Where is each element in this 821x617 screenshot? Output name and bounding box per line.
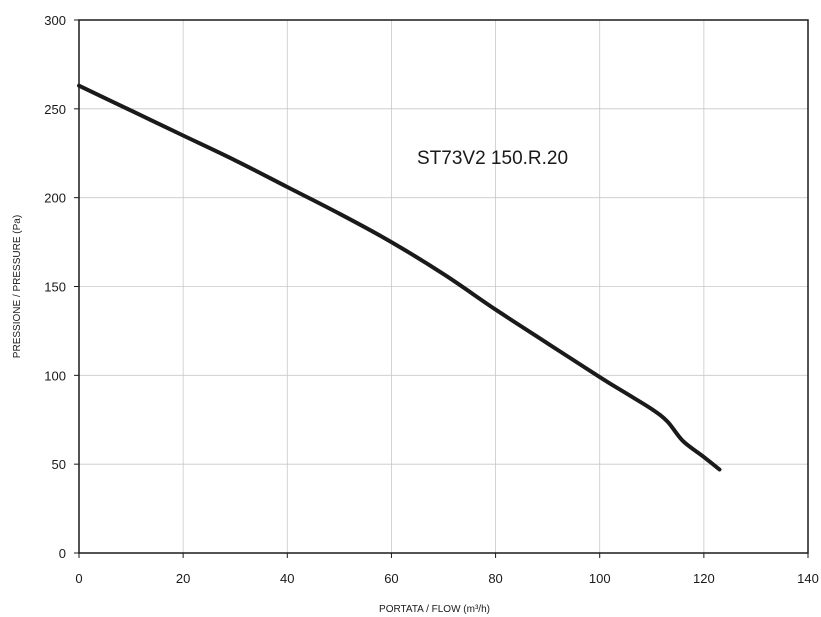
x-tick-label: 120 (693, 571, 715, 586)
x-tick-label: 0 (75, 571, 82, 586)
y-tick-label: 100 (44, 368, 66, 383)
x-tick-label: 20 (176, 571, 190, 586)
y-tick-label: 50 (52, 457, 66, 472)
y-tick-label: 150 (44, 280, 66, 295)
ticks: 0 20 40 60 80 100 120 140 0 50 100 150 200 250 300 (44, 13, 819, 586)
y-tick-label: 250 (44, 102, 66, 117)
y-tick-label: 300 (44, 13, 66, 28)
x-tick-label: 100 (589, 571, 611, 586)
x-tick-label: 140 (797, 571, 819, 586)
x-tick-label: 80 (488, 571, 502, 586)
x-tick-label: 40 (280, 571, 294, 586)
y-axis-label: PRESSIONE / PRESSURE (Pa) (12, 215, 23, 358)
series-line (77, 83, 722, 472)
y-tick-label: 0 (59, 546, 66, 561)
x-tick-label: 60 (384, 571, 398, 586)
x-axis-label: PORTATA / FLOW (m³/h) (379, 604, 490, 615)
chart-annotation: ST73V2 150.R.20 (417, 148, 568, 169)
grid (79, 20, 808, 553)
y-tick-label: 200 (44, 191, 66, 206)
